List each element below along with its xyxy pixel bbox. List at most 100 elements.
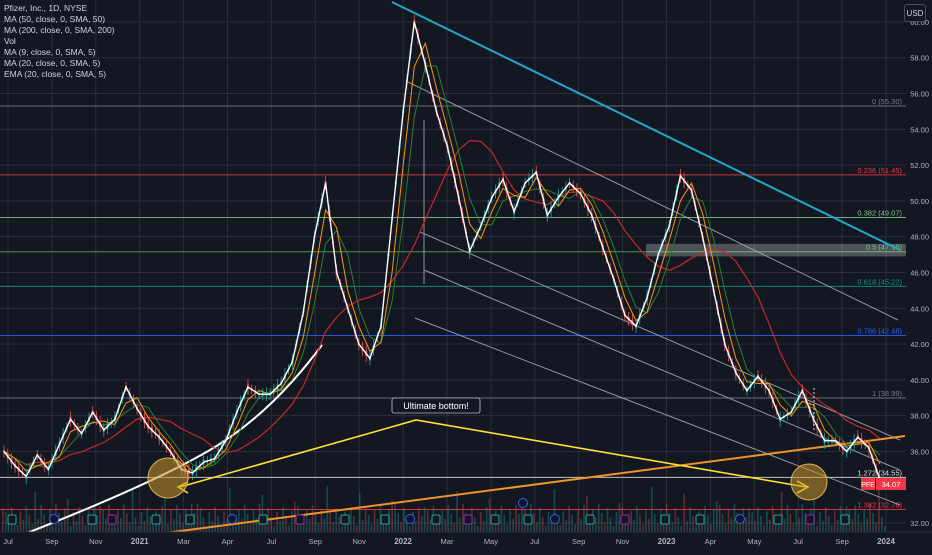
indicator-ema20[interactable]: EMA (20, close, 0, SMA, 5) — [4, 69, 107, 79]
ultimate-bottom-callout[interactable]: Ultimate bottom! — [391, 397, 481, 414]
indicator-ma20[interactable]: MA (20, close, 0, SMA, 5) — [4, 58, 101, 68]
indicator-ma9[interactable]: MA (9, close, 0, SMA, 5) — [4, 47, 96, 57]
volume-bar — [161, 506, 163, 532]
volume-bar — [270, 517, 273, 532]
volume-bar — [677, 517, 680, 532]
ema20-line — [3, 41, 881, 472]
volume-bar — [627, 525, 629, 532]
volume-bar — [66, 499, 69, 532]
volume-bar — [712, 510, 715, 532]
parabolic-support-curve[interactable] — [21, 344, 323, 536]
volume-bar — [792, 523, 795, 532]
volume-bar — [226, 520, 228, 532]
price-tick-label: 58.00 — [910, 54, 929, 63]
moving-averages — [3, 41, 881, 472]
volume-bar — [114, 523, 116, 532]
orange-trendline[interactable] — [149, 435, 906, 536]
time-tick-label: Jul — [3, 537, 13, 546]
volume-bar — [603, 522, 606, 532]
volume-bar — [568, 506, 570, 532]
bottom-circle-2023[interactable] — [790, 463, 828, 501]
volume-bar — [28, 515, 31, 532]
time-axis[interactable] — [0, 532, 932, 550]
time-tick-label: Sep — [835, 537, 848, 546]
indicator-vol[interactable]: Vol — [4, 36, 16, 46]
volume-bar — [857, 514, 860, 532]
event-markers[interactable] — [7, 498, 850, 525]
volume-bar — [771, 506, 774, 532]
volume-bar — [125, 513, 128, 532]
volume-bar — [409, 526, 411, 532]
volume-bar — [830, 525, 833, 532]
volume-bar — [149, 516, 152, 532]
event-marker — [87, 514, 97, 525]
volume-bar — [96, 515, 98, 532]
bottom-circle-2021[interactable] — [147, 457, 189, 499]
price-tick-label: 52.00 — [910, 161, 929, 170]
volume-bar — [291, 511, 293, 532]
volume-bar — [745, 517, 747, 532]
volume-bar — [187, 518, 190, 532]
volume-bar — [179, 514, 181, 532]
volume-bar — [798, 518, 801, 532]
volume-bar — [456, 491, 458, 532]
symbol-title[interactable]: Pfizer, Inc., 1D, NYSE — [4, 3, 88, 13]
volume-bar — [137, 526, 140, 532]
volume-bar — [31, 524, 34, 532]
volume-bar — [459, 518, 461, 532]
volume-bar — [482, 521, 485, 532]
volume-bar — [261, 495, 264, 532]
volume-bar — [356, 525, 358, 532]
volume-bar — [170, 510, 172, 532]
event-marker — [431, 514, 441, 525]
volume-bar — [373, 510, 376, 532]
volume-bar — [701, 520, 703, 532]
currency-selector[interactable]: USD — [904, 4, 926, 22]
volume-bar — [205, 526, 208, 532]
indicator-ma200[interactable]: MA (200, close, 0, SMA, 200) — [4, 25, 115, 35]
volume-bar — [648, 519, 650, 532]
volume-bar — [2, 508, 4, 532]
fib-level-label: 0 (55.30) — [872, 97, 903, 106]
volume-bar — [173, 519, 175, 532]
ma200-line — [3, 139, 881, 466]
volume-bar — [651, 487, 653, 532]
volume-bar — [645, 510, 647, 532]
volume-bar — [506, 524, 509, 532]
event-marker — [840, 514, 850, 525]
volume-bar — [164, 497, 166, 532]
volume-bar — [311, 505, 314, 532]
volume-bar — [476, 526, 479, 532]
volume-bar — [748, 508, 750, 532]
volume-bar — [860, 523, 863, 532]
event-marker — [660, 514, 670, 525]
volume-bar — [804, 513, 806, 532]
fib-level-label: 0.236 (51.45) — [857, 166, 902, 175]
volume-bar — [550, 521, 553, 532]
volume-bar — [556, 516, 559, 532]
event-marker — [7, 514, 17, 525]
volume-bar — [25, 506, 28, 532]
volume-bar — [249, 523, 252, 532]
volume-bar — [7, 521, 10, 532]
volume-bar — [429, 520, 432, 532]
volume-bar — [633, 520, 635, 532]
cyan-trendline[interactable] — [391, 1, 901, 251]
volume-bar — [117, 509, 119, 532]
indicator-ma50[interactable]: MA (50, close, 0, SMA, 50) — [4, 14, 106, 24]
event-marker — [463, 514, 473, 525]
event-marker — [258, 514, 268, 525]
time-tick-label: 2024 — [877, 537, 895, 546]
volume-bar — [612, 526, 615, 532]
price-axis[interactable] — [906, 0, 932, 532]
volume-bar — [704, 506, 706, 532]
time-tick-label: Apr — [705, 537, 717, 546]
volume-bar — [597, 504, 600, 532]
volume-bar — [577, 510, 579, 532]
indicator-legend: Pfizer, Inc., 1D, NYSE MA (50, close, 0,… — [4, 3, 115, 80]
event-marker — [227, 514, 237, 524]
volume-bar — [122, 504, 125, 532]
volume-bar — [353, 516, 355, 532]
